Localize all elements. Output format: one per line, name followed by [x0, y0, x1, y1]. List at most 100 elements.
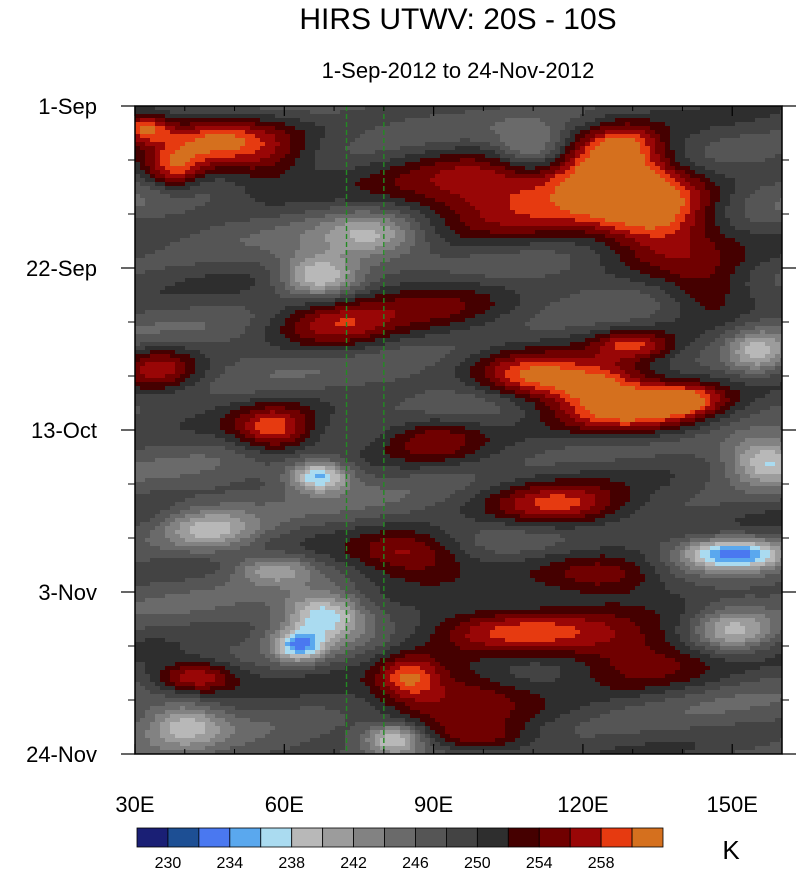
field-cell [230, 114, 236, 119]
field-cell [310, 190, 316, 195]
field-cell [330, 110, 336, 115]
field-cell [640, 198, 646, 203]
field-cell [660, 226, 666, 231]
field-cell [410, 186, 416, 191]
field-cell [300, 158, 306, 163]
field-cell [705, 202, 711, 207]
field-cell [250, 130, 256, 135]
field-cell [635, 202, 641, 207]
field-cell [170, 106, 176, 111]
field-cell [650, 166, 656, 171]
field-cell [645, 198, 651, 203]
field-cell [330, 242, 336, 247]
field-cell [710, 222, 716, 227]
field-cell [605, 202, 611, 207]
field-cell [730, 130, 736, 135]
field-cell [375, 242, 381, 247]
field-cell [590, 226, 596, 231]
field-cell [685, 230, 691, 235]
field-cell [450, 178, 456, 183]
field-cell [505, 166, 511, 171]
field-cell [370, 250, 376, 255]
field-cell [710, 170, 716, 175]
field-cell [520, 170, 526, 175]
field-cell [195, 194, 201, 199]
field-cell [690, 130, 696, 135]
field-cell [225, 146, 231, 151]
field-cell [730, 238, 736, 243]
field-cell [415, 218, 421, 223]
field-cell [775, 162, 781, 167]
field-cell [435, 222, 441, 227]
field-cell [560, 178, 566, 183]
field-cell [240, 214, 246, 219]
field-cell [350, 190, 356, 195]
field-cell [750, 250, 756, 255]
field-cell [710, 218, 716, 223]
field-cell [645, 178, 651, 183]
field-cell [775, 158, 781, 163]
field-cell [475, 162, 481, 167]
field-cell [170, 158, 176, 163]
field-cell [710, 206, 716, 211]
field-cell [400, 186, 406, 191]
field-cell [200, 214, 206, 219]
field-cell [375, 198, 381, 203]
field-cell [505, 138, 511, 143]
field-cell [525, 238, 531, 243]
field-cell [515, 162, 521, 167]
field-cell [685, 162, 691, 167]
field-cell [325, 122, 331, 127]
field-cell [430, 146, 436, 151]
field-cell [735, 166, 741, 171]
field-cell [260, 118, 266, 123]
field-cell [735, 226, 741, 231]
field-cell [290, 110, 296, 115]
field-cell [300, 162, 306, 167]
field-cell [495, 250, 501, 255]
field-cell [445, 166, 451, 171]
field-cell [380, 206, 386, 211]
field-cell [135, 126, 141, 131]
field-cell [580, 114, 586, 119]
field-cell [425, 170, 431, 175]
field-cell [505, 186, 511, 191]
field-cell [705, 230, 711, 235]
field-cell [280, 114, 286, 119]
field-cell [670, 222, 676, 227]
field-cell [660, 114, 666, 119]
field-cell [545, 126, 551, 131]
field-cell [775, 110, 781, 115]
field-cell [655, 162, 661, 167]
field-cell [650, 226, 656, 231]
field-cell [270, 202, 276, 207]
field-cell [425, 158, 431, 163]
field-cell [460, 190, 466, 195]
field-cell [280, 206, 286, 211]
field-cell [470, 146, 476, 151]
field-cell [425, 114, 431, 119]
field-cell [290, 158, 296, 163]
field-cell [625, 166, 631, 171]
field-cell [695, 234, 701, 239]
field-cell [190, 202, 196, 207]
field-cell [220, 254, 226, 259]
field-cell [355, 110, 361, 115]
field-cell [425, 154, 431, 159]
field-cell [155, 110, 161, 115]
field-cell [160, 106, 166, 111]
field-cell [425, 122, 431, 127]
field-cell [580, 214, 586, 219]
field-cell [525, 150, 531, 155]
field-cell [550, 250, 556, 255]
field-cell [335, 134, 341, 139]
field-cell [490, 226, 496, 231]
field-cell [610, 202, 616, 207]
field-cell [490, 198, 496, 203]
field-cell [265, 130, 271, 135]
field-cell [695, 182, 701, 187]
field-cell [630, 146, 636, 151]
field-cell [455, 134, 461, 139]
field-cell [695, 186, 701, 191]
field-cell [620, 150, 626, 155]
